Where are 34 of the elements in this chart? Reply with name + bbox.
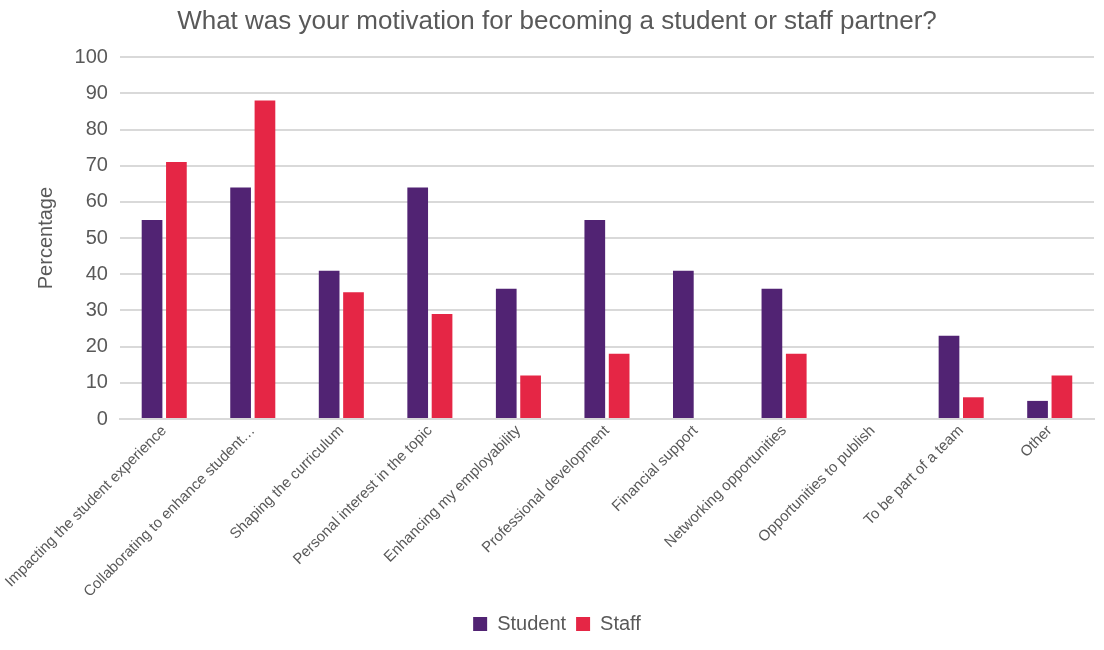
- y-tick-label: 0: [96, 406, 108, 429]
- bar: [520, 375, 541, 418]
- bar: [963, 397, 984, 418]
- bar: [495, 288, 517, 418]
- bar: [230, 187, 251, 418]
- bar: [318, 270, 340, 418]
- y-tick-label: 20: [85, 334, 108, 357]
- bar: [407, 187, 429, 418]
- y-tick-label: 10: [85, 370, 108, 393]
- bar: [673, 270, 694, 418]
- y-tick-label: 60: [85, 189, 108, 212]
- legend-label: Staff: [600, 611, 642, 634]
- bar: [938, 335, 960, 418]
- bar: [431, 314, 453, 418]
- y-axis-title: Percentage: [34, 186, 57, 290]
- bar: [608, 353, 630, 418]
- legend-label: Student: [497, 611, 567, 634]
- bar: [141, 220, 163, 418]
- bar: [584, 220, 606, 418]
- bar: [1027, 400, 1048, 418]
- y-tick-label: 30: [85, 297, 108, 320]
- bar: [343, 292, 364, 418]
- y-tick-label: 50: [85, 225, 108, 248]
- y-tick-label: 70: [85, 153, 108, 176]
- bar: [761, 288, 783, 418]
- y-tick-label: 90: [85, 80, 108, 103]
- bar: [785, 353, 807, 418]
- bar: [166, 162, 187, 418]
- y-tick-label: 40: [85, 261, 108, 284]
- bar: [1051, 375, 1073, 418]
- y-tick-label: 80: [85, 117, 108, 140]
- bar: [254, 100, 276, 418]
- y-tick-label: 100: [74, 44, 108, 67]
- chart-title: What was your motivation for becoming a student or staff partner?: [177, 4, 937, 35]
